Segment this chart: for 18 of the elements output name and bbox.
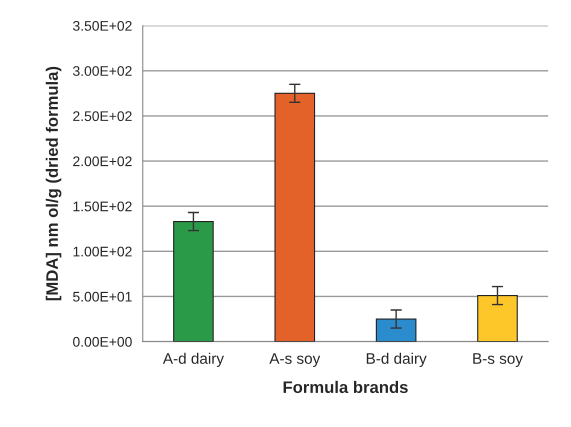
bar bbox=[274, 92, 316, 342]
y-tick-label: 5.00E+01 bbox=[73, 292, 132, 302]
bar bbox=[477, 295, 518, 342]
y-tick-label: 2.00E+02 bbox=[73, 156, 132, 166]
y-tick-label: 1.50E+02 bbox=[74, 202, 132, 212]
x-axis-title: Formula brands bbox=[284, 380, 408, 394]
bar bbox=[173, 220, 214, 342]
y-tick-label: 0.00E+00 bbox=[73, 336, 132, 347]
y-tick-label: 1.00E+02 bbox=[74, 246, 132, 256]
y-axis-title: [MDA] nm ol/g (dried formula) bbox=[46, 66, 62, 300]
y-tick-label: 3.50E+02 bbox=[73, 20, 132, 31]
x-tick-label: A-d dairy bbox=[162, 352, 224, 367]
y-tick-label: 3.00E+02 bbox=[73, 66, 132, 76]
x-tick-label: A-s soy bbox=[269, 353, 320, 367]
bar bbox=[376, 318, 416, 342]
x-tick-label: B-d dairy bbox=[366, 352, 427, 367]
y-tick-label: 2.50E+02 bbox=[73, 111, 132, 122]
x-tick-label: B-s soy bbox=[473, 353, 523, 367]
